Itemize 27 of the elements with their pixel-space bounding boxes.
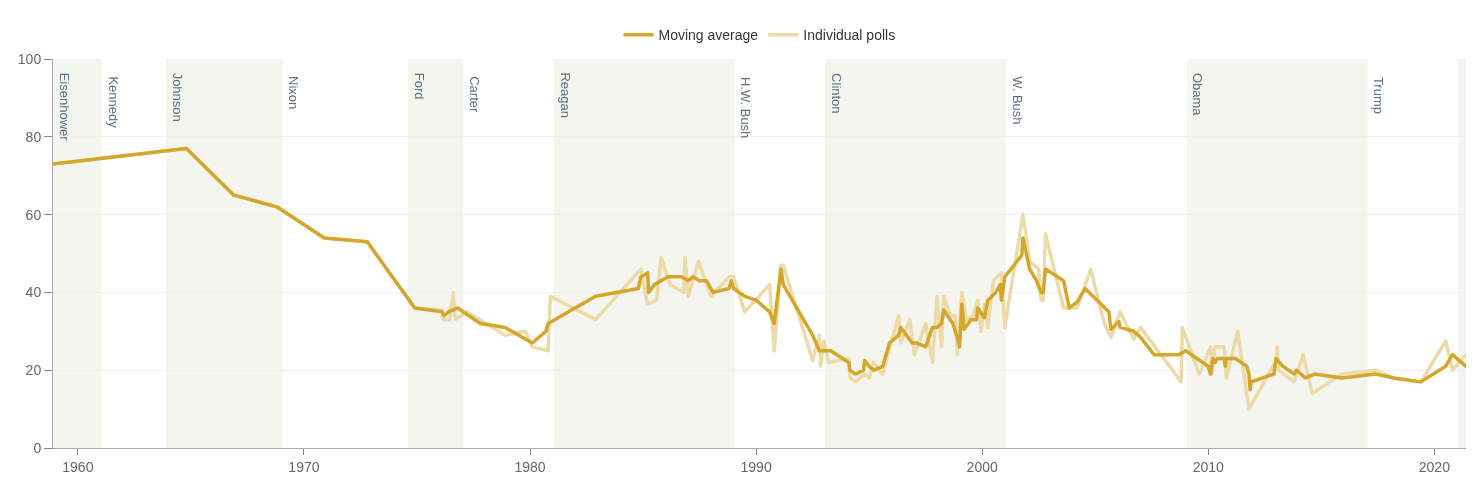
y-tick-label: 100 [17,50,42,67]
y-tick-label: 20 [25,362,42,379]
legend-label: Individual polls [803,27,896,44]
annotation: H.W. Bush [738,76,754,139]
band-label: Johnson [169,72,185,122]
annotation: Kennedy [105,76,121,129]
x-tick-label: 1990 [740,458,772,475]
x-tick-label: 2000 [966,458,998,475]
band-label: Reagan [557,72,573,118]
y-tick-label: 80 [25,128,42,145]
y-tick-label: 60 [25,206,42,223]
legend-label: Moving average [658,27,759,44]
x-tick-label: 2020 [1418,458,1451,475]
annotation: Trump [1371,76,1387,114]
x-tick-label: 2010 [1192,458,1225,475]
x-tick-label: 1980 [514,458,546,475]
annotation: Nixon [286,76,302,110]
x-tick-label: 1970 [288,458,320,475]
annotation: Carter [466,76,482,114]
band-label: Eisenhower [56,72,72,142]
y-tick-label: 40 [25,284,42,301]
band-label: Clinton [829,73,845,114]
band-label: Ford [411,72,427,100]
x-tick-label: 1960 [62,458,94,475]
band-label: Obama [1190,72,1206,117]
y-tick-label: 0 [33,439,42,456]
annotation: W. Bush [1009,76,1025,125]
